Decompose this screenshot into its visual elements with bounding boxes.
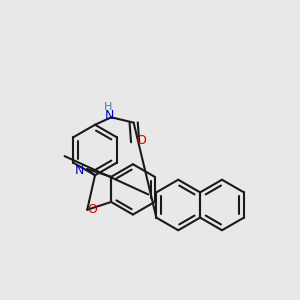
Text: O: O xyxy=(136,134,146,147)
Text: N: N xyxy=(75,164,85,177)
Text: H: H xyxy=(103,102,112,112)
Text: O: O xyxy=(88,202,98,216)
Text: N: N xyxy=(105,109,115,122)
